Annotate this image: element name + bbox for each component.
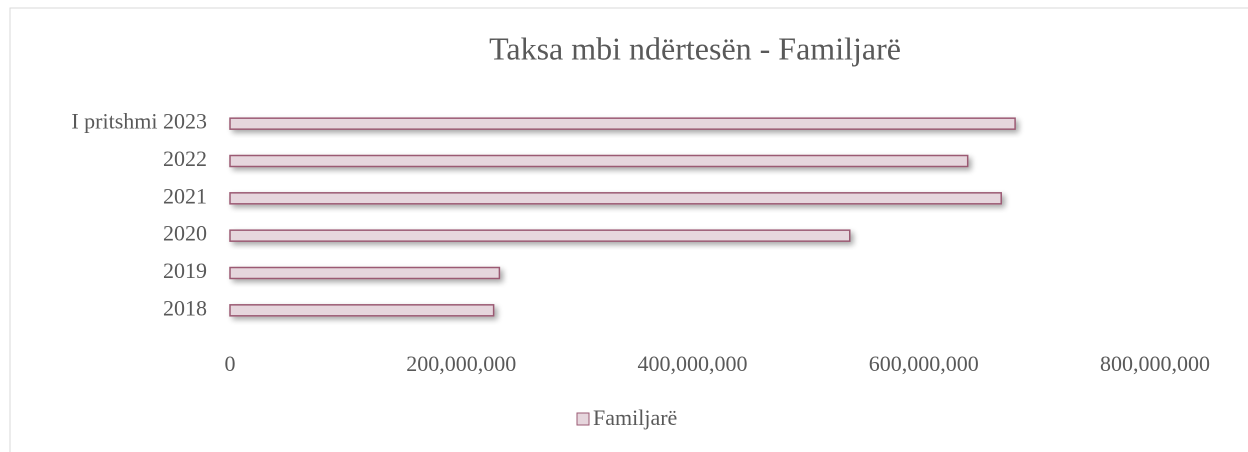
y-tick-label: 2021 bbox=[163, 183, 207, 208]
x-tick-label: 0 bbox=[225, 351, 236, 376]
y-tick-label: 2019 bbox=[163, 258, 207, 283]
chart-border bbox=[9, 7, 1248, 452]
bar bbox=[229, 229, 851, 242]
bar bbox=[229, 192, 1002, 205]
x-tick-label: 200,000,000 bbox=[406, 351, 516, 376]
x-tick-label: 400,000,000 bbox=[638, 351, 748, 376]
bar bbox=[229, 154, 969, 168]
x-tick-label: 600,000,000 bbox=[869, 351, 979, 376]
chart-title: Taksa mbi ndërtesën - Familjarë bbox=[489, 30, 901, 66]
y-tick-label: 2018 bbox=[163, 295, 207, 320]
legend-label: Familjarë bbox=[593, 405, 677, 430]
y-tick-label: 2022 bbox=[163, 146, 207, 171]
y-tick-label: I pritshmi 2023 bbox=[71, 109, 207, 134]
x-tick-label: 800,000,000 bbox=[1100, 351, 1210, 376]
bar bbox=[229, 117, 1016, 130]
bar bbox=[229, 266, 501, 280]
legend-swatch bbox=[576, 412, 590, 426]
y-tick-label: 2020 bbox=[163, 221, 207, 246]
bar bbox=[229, 304, 495, 317]
